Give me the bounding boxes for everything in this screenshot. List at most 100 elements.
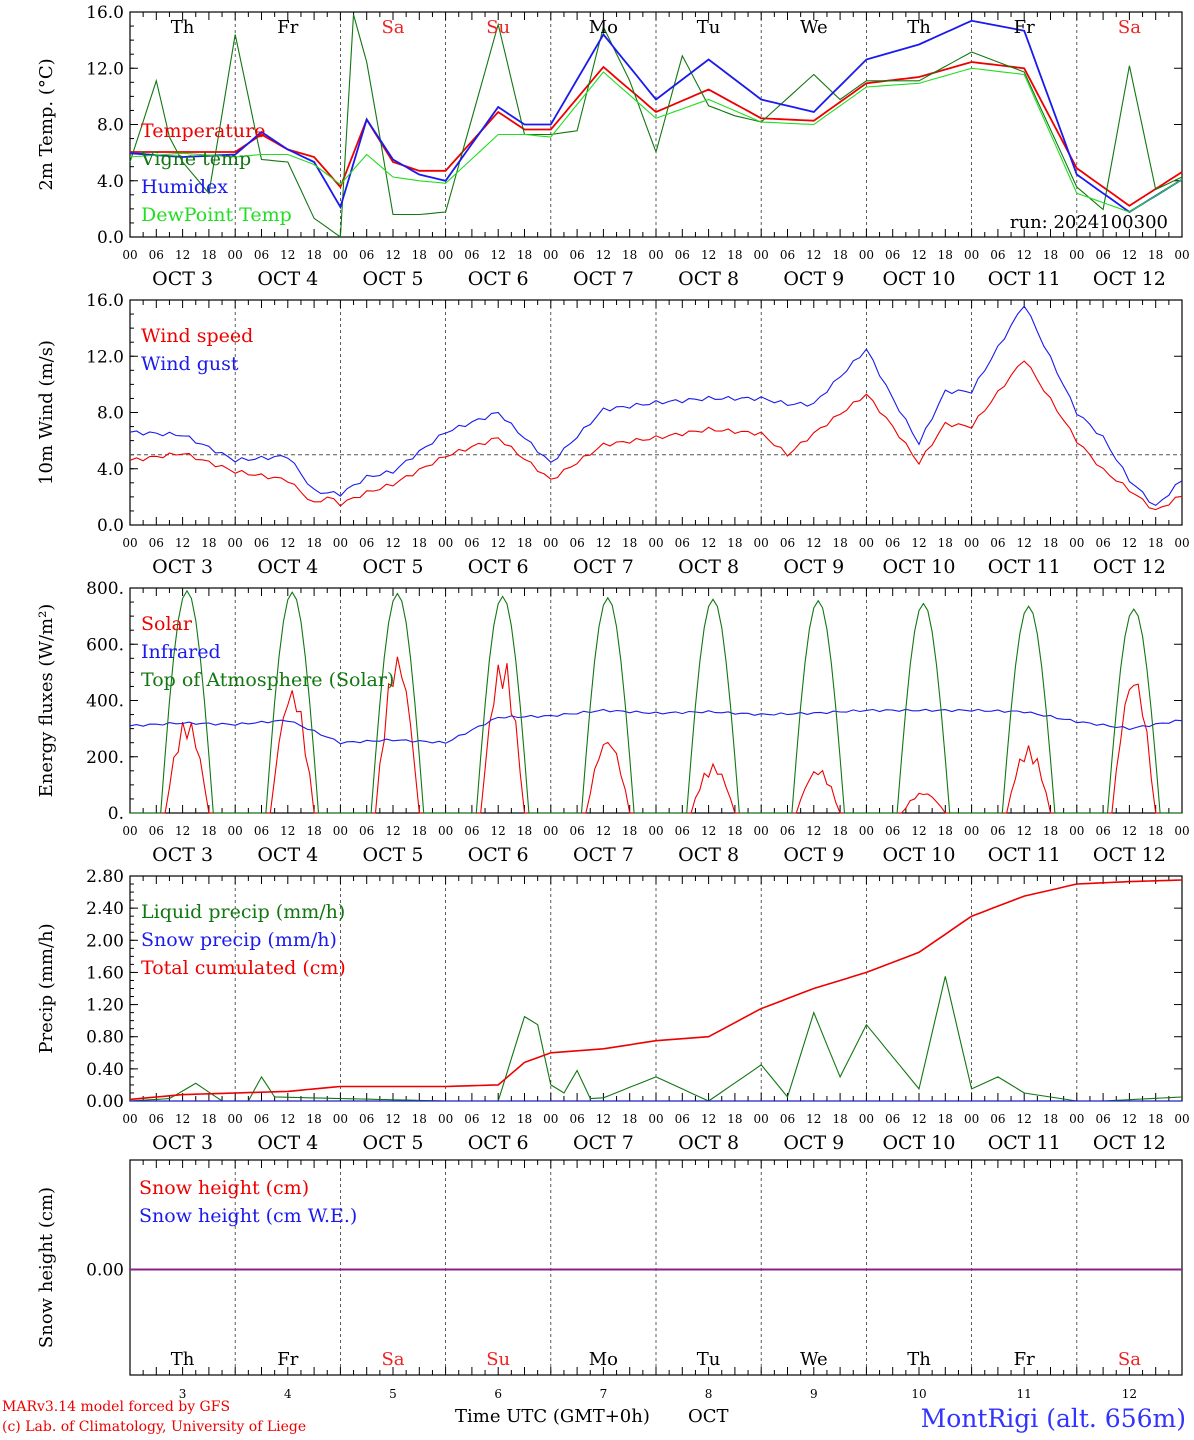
weekday-label: Su (486, 1349, 510, 1370)
hour-tick-label: 00 (1069, 1112, 1084, 1126)
hour-tick-label: 18 (622, 1112, 637, 1126)
hour-tick-label: 00 (543, 248, 558, 262)
hour-tick-label: 18 (412, 1112, 427, 1126)
hour-tick-label: 12 (911, 248, 926, 262)
hour-tick-label: 18 (1148, 536, 1163, 550)
hour-tick-label: 00 (1174, 536, 1189, 550)
legend-entry: Total cumulated (cm) (141, 957, 346, 979)
hour-tick-label: 12 (280, 248, 295, 262)
hour-tick-label: 06 (464, 824, 479, 838)
date-label: OCT 8 (678, 268, 739, 290)
hour-tick-label: 12 (1017, 824, 1032, 838)
hour-tick-label: 00 (228, 1112, 243, 1126)
hour-tick-label: 18 (517, 536, 532, 550)
hour-tick-label: 12 (385, 1112, 400, 1126)
date-label: OCT 6 (468, 556, 529, 578)
hour-tick-label: 06 (1095, 824, 1110, 838)
date-label: OCT 4 (257, 556, 318, 578)
date-label: OCT 12 (1093, 556, 1166, 578)
y-tick-label: 800. (86, 579, 124, 599)
y-tick-label: 0.0 (97, 516, 124, 536)
hour-tick-label: 06 (990, 536, 1005, 550)
hour-tick-label: 18 (1148, 824, 1163, 838)
day-number-label: 6 (494, 1387, 502, 1401)
weekday-label: Mo (589, 17, 618, 38)
hour-tick-label: 06 (990, 1112, 1005, 1126)
weekday-label: Sa (381, 17, 404, 38)
hour-tick-label: 18 (412, 536, 427, 550)
hour-tick-label: 06 (359, 248, 374, 262)
date-label: OCT 12 (1093, 1132, 1166, 1154)
weekday-label: Mo (589, 1349, 618, 1370)
hour-tick-label: 18 (832, 248, 847, 262)
y-axis-label: 2m Temp. (°C) (36, 58, 57, 190)
hour-tick-label: 06 (149, 824, 164, 838)
weekday-label: Sa (1118, 17, 1141, 38)
hour-tick-label: 06 (675, 248, 690, 262)
hour-tick-label: 06 (149, 536, 164, 550)
y-tick-label: 2.00 (86, 931, 124, 951)
hour-tick-label: 12 (1122, 824, 1137, 838)
x-axis-title: Time UTC (GMT+0h) (455, 1406, 650, 1427)
hour-tick-label: 12 (806, 1112, 821, 1126)
hour-tick-label: 12 (596, 248, 611, 262)
hour-tick-label: 06 (359, 1112, 374, 1126)
date-label: OCT 5 (363, 844, 424, 866)
hour-tick-label: 18 (938, 824, 953, 838)
hour-tick-label: 12 (280, 1112, 295, 1126)
hour-tick-label: 18 (622, 824, 637, 838)
hour-tick-label: 00 (859, 1112, 874, 1126)
y-tick-label: 400. (86, 692, 124, 712)
hour-tick-label: 12 (491, 248, 506, 262)
weekday-label: Tu (697, 1349, 721, 1370)
legend-entry: DewPoint Temp (141, 204, 292, 226)
hour-tick-label: 00 (1174, 1112, 1189, 1126)
hour-tick-label: 06 (1095, 248, 1110, 262)
hour-tick-label: 12 (701, 536, 716, 550)
y-tick-label: 4.0 (97, 172, 124, 192)
series-line-wind-speed (129, 360, 1183, 511)
hour-tick-label: 00 (648, 536, 663, 550)
series-line-total-cumulated-cm- (129, 879, 1183, 1101)
date-label: OCT 9 (783, 1132, 844, 1154)
hour-tick-label: 06 (254, 536, 269, 550)
day-number-label: 5 (389, 1387, 397, 1401)
hour-tick-label: 18 (938, 1112, 953, 1126)
hour-tick-label: 00 (333, 536, 348, 550)
hour-tick-label: 00 (648, 824, 663, 838)
date-label: OCT 7 (573, 844, 634, 866)
hour-tick-label: 18 (306, 248, 321, 262)
date-label: OCT 12 (1093, 844, 1166, 866)
hour-tick-label: 12 (385, 824, 400, 838)
y-axis-label: 10m Wind (m/s) (36, 340, 57, 485)
hour-tick-label: 12 (911, 1112, 926, 1126)
hour-tick-label: 06 (675, 1112, 690, 1126)
date-label: OCT 3 (152, 268, 213, 290)
date-label: OCT 11 (988, 556, 1061, 578)
hour-tick-label: 18 (1043, 536, 1058, 550)
y-tick-label: 8.0 (97, 404, 124, 424)
date-label: OCT 8 (678, 1132, 739, 1154)
series-line-liquid-precip-mm-h- (129, 976, 1183, 1102)
hour-tick-label: 18 (517, 824, 532, 838)
hour-tick-label: 18 (306, 536, 321, 550)
hour-tick-label: 00 (228, 824, 243, 838)
date-label: OCT 5 (363, 556, 424, 578)
date-label: OCT 9 (783, 844, 844, 866)
date-label: OCT 5 (363, 1132, 424, 1154)
panel-frame-1 (129, 299, 1183, 526)
panel-frame-2 (129, 587, 1183, 814)
hour-tick-label: 12 (701, 824, 716, 838)
hour-tick-label: 06 (254, 248, 269, 262)
hour-tick-label: 00 (543, 824, 558, 838)
y-tick-label: 0.80 (86, 1028, 124, 1048)
weekday-label: Sa (1118, 1349, 1141, 1370)
y-axis-label: Precip (mm/h) (36, 923, 57, 1053)
weekday-label: Th (171, 17, 195, 38)
hour-tick-label: 06 (675, 536, 690, 550)
hour-tick-label: 12 (1122, 1112, 1137, 1126)
hour-tick-label: 18 (1148, 248, 1163, 262)
legend-entry: Infrared (141, 641, 221, 663)
hour-tick-label: 06 (885, 824, 900, 838)
